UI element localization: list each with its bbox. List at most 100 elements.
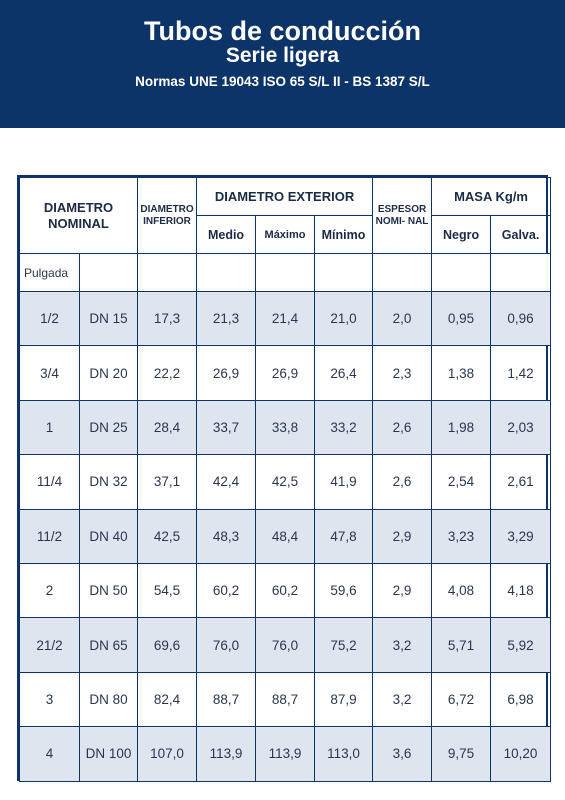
cell-galva: 0,96 (490, 290, 552, 347)
cell-max: 33,8 (255, 399, 316, 456)
table-row: 21/2 DN 65 69,6 76,0 76,0 75,2 3,2 5,71 5,92 (19, 617, 552, 673)
table-row: 1/2 DN 15 17,3 21,3 21,4 21,0 2,0 0,95 0,96 (19, 290, 552, 347)
cell-min: 59,6 (314, 562, 374, 619)
header-minimo: Mínimo (314, 215, 374, 254)
cell-inf: 37,1 (137, 454, 198, 510)
cell-min: 21,0 (314, 290, 374, 347)
cell-pulg: 11/2 (19, 508, 80, 564)
cell-pulg: 1/2 (19, 290, 80, 347)
cell-negro: 4,08 (431, 562, 492, 619)
cell-min: 26,4 (314, 345, 374, 401)
cell-medio: 76,0 (196, 617, 257, 673)
header-maximo: Máximo (255, 215, 316, 254)
cell-esp: 2,6 (372, 399, 433, 456)
cell-pulg: 2 (19, 562, 80, 619)
cell-esp: 3,2 (372, 617, 433, 673)
cell-min: 113,0 (314, 726, 374, 782)
cell-pulg: 11/4 (19, 454, 80, 510)
header-diametro-inferior: DIAMETRO INFERIOR (137, 177, 198, 254)
cell-max: 42,5 (255, 454, 316, 510)
cell-inf: 54,5 (137, 562, 198, 619)
cell-medio: 60,2 (196, 562, 257, 619)
header-galva: Galva. (490, 215, 552, 254)
cell-esp: 2,3 (372, 345, 433, 401)
cell-esp: 2,0 (372, 290, 433, 347)
cell-max: 26,9 (255, 345, 316, 401)
cell-galva: 3,29 (490, 508, 552, 564)
cell-negro: 6,72 (431, 671, 492, 728)
cell-galva: 2,61 (490, 454, 552, 510)
header-banner: Tubos de conducción Serie ligera Normas … (0, 0, 565, 128)
cell-negro: 1,38 (431, 345, 492, 401)
cell-esp: 2,6 (372, 454, 433, 510)
table-row: 3 DN 80 82,4 88,7 88,7 87,9 3,2 6,72 6,98 (19, 671, 552, 728)
page-title: Tubos de conducción (143, 16, 421, 46)
cell-negro: 9,75 (431, 726, 492, 782)
header-masa: MASA Kg/m (431, 177, 552, 216)
cell-negro: 5,71 (431, 617, 492, 673)
cell-dn: DN 20 (78, 345, 139, 401)
cell-max: 113,9 (255, 726, 316, 782)
cell-inf: 22,2 (137, 345, 198, 401)
cell-dn: DN 80 (78, 671, 139, 728)
cell-galva: 4,18 (490, 562, 552, 619)
cell-pulg: 21/2 (19, 617, 80, 673)
cell-medio: 42,4 (196, 454, 257, 510)
cell-max: 48,4 (255, 508, 316, 564)
cell-pulg: 3 (19, 671, 80, 728)
cell-max: 88,7 (255, 671, 316, 728)
table-row: 3/4 DN 20 22,2 26,9 26,9 26,4 2,3 1,38 1,42 (19, 345, 552, 401)
cell-dn: DN 25 (78, 399, 139, 456)
page-subtitle: Serie ligera (225, 44, 340, 67)
header-espesor-nominal: ESPESOR NOMI- NAL (372, 177, 433, 254)
unit-cell (255, 253, 316, 292)
cell-esp: 3,2 (372, 671, 433, 728)
cell-galva: 6,98 (490, 671, 552, 728)
cell-esp: 2,9 (372, 562, 433, 619)
cell-pulg: 4 (19, 726, 80, 782)
cell-dn: DN 40 (78, 508, 139, 564)
norms-text: Normas UNE 19043 ISO 65 S/L II - BS 1387… (135, 74, 430, 89)
cell-galva: 5,92 (490, 617, 552, 673)
unit-cell (78, 253, 139, 292)
cell-dn: DN 65 (78, 617, 139, 673)
cell-min: 33,2 (314, 399, 374, 456)
table-row: 11/2 DN 40 42,5 48,3 48,4 47,8 2,9 3,23 3,29 (19, 508, 552, 564)
cell-inf: 28,4 (137, 399, 198, 456)
unit-cell (490, 253, 552, 292)
cell-max: 60,2 (255, 562, 316, 619)
table-row: 4 DN 100 107,0 113,9 113,9 113,0 3,6 9,75 10,20 (19, 726, 552, 782)
cell-medio: 88,7 (196, 671, 257, 728)
cell-max: 21,4 (255, 290, 316, 347)
table-row: 11/4 DN 32 37,1 42,4 42,5 41,9 2,6 2,54 2,61 (19, 454, 552, 510)
cell-pulg: 3/4 (19, 345, 80, 401)
cell-galva: 2,03 (490, 399, 552, 456)
cell-inf: 107,0 (137, 726, 198, 782)
unit-cell (314, 253, 374, 292)
cell-negro: 0,95 (431, 290, 492, 347)
spec-table: DIAMETRO NOMINAL DIAMETRO INFERIOR DIAME… (18, 177, 552, 782)
cell-esp: 2,9 (372, 508, 433, 564)
cell-galva: 1,42 (490, 345, 552, 401)
table-row: 1 DN 25 28,4 33,7 33,8 33,2 2,6 1,98 2,03 (19, 399, 552, 456)
header-medio: Medio (196, 215, 257, 254)
header-diametro-nominal: DIAMETRO NOMINAL (18, 177, 139, 254)
cell-medio: 33,7 (196, 399, 257, 456)
cell-min: 87,9 (314, 671, 374, 728)
header-negro: Negro (431, 215, 492, 254)
unit-cell (137, 253, 198, 292)
unit-cell (196, 253, 257, 292)
cell-min: 47,8 (314, 508, 374, 564)
cell-dn: DN 50 (78, 562, 139, 619)
cell-min: 75,2 (314, 617, 374, 673)
cell-esp: 3,6 (372, 726, 433, 782)
cell-negro: 1,98 (431, 399, 492, 456)
cell-min: 41,9 (314, 454, 374, 510)
unit-cell (431, 253, 492, 292)
cell-dn: DN 32 (78, 454, 139, 510)
cell-inf: 69,6 (137, 617, 198, 673)
cell-inf: 42,5 (137, 508, 198, 564)
unit-pulgada: Pulgada (19, 253, 80, 292)
cell-medio: 21,3 (196, 290, 257, 347)
cell-pulg: 1 (19, 399, 80, 456)
